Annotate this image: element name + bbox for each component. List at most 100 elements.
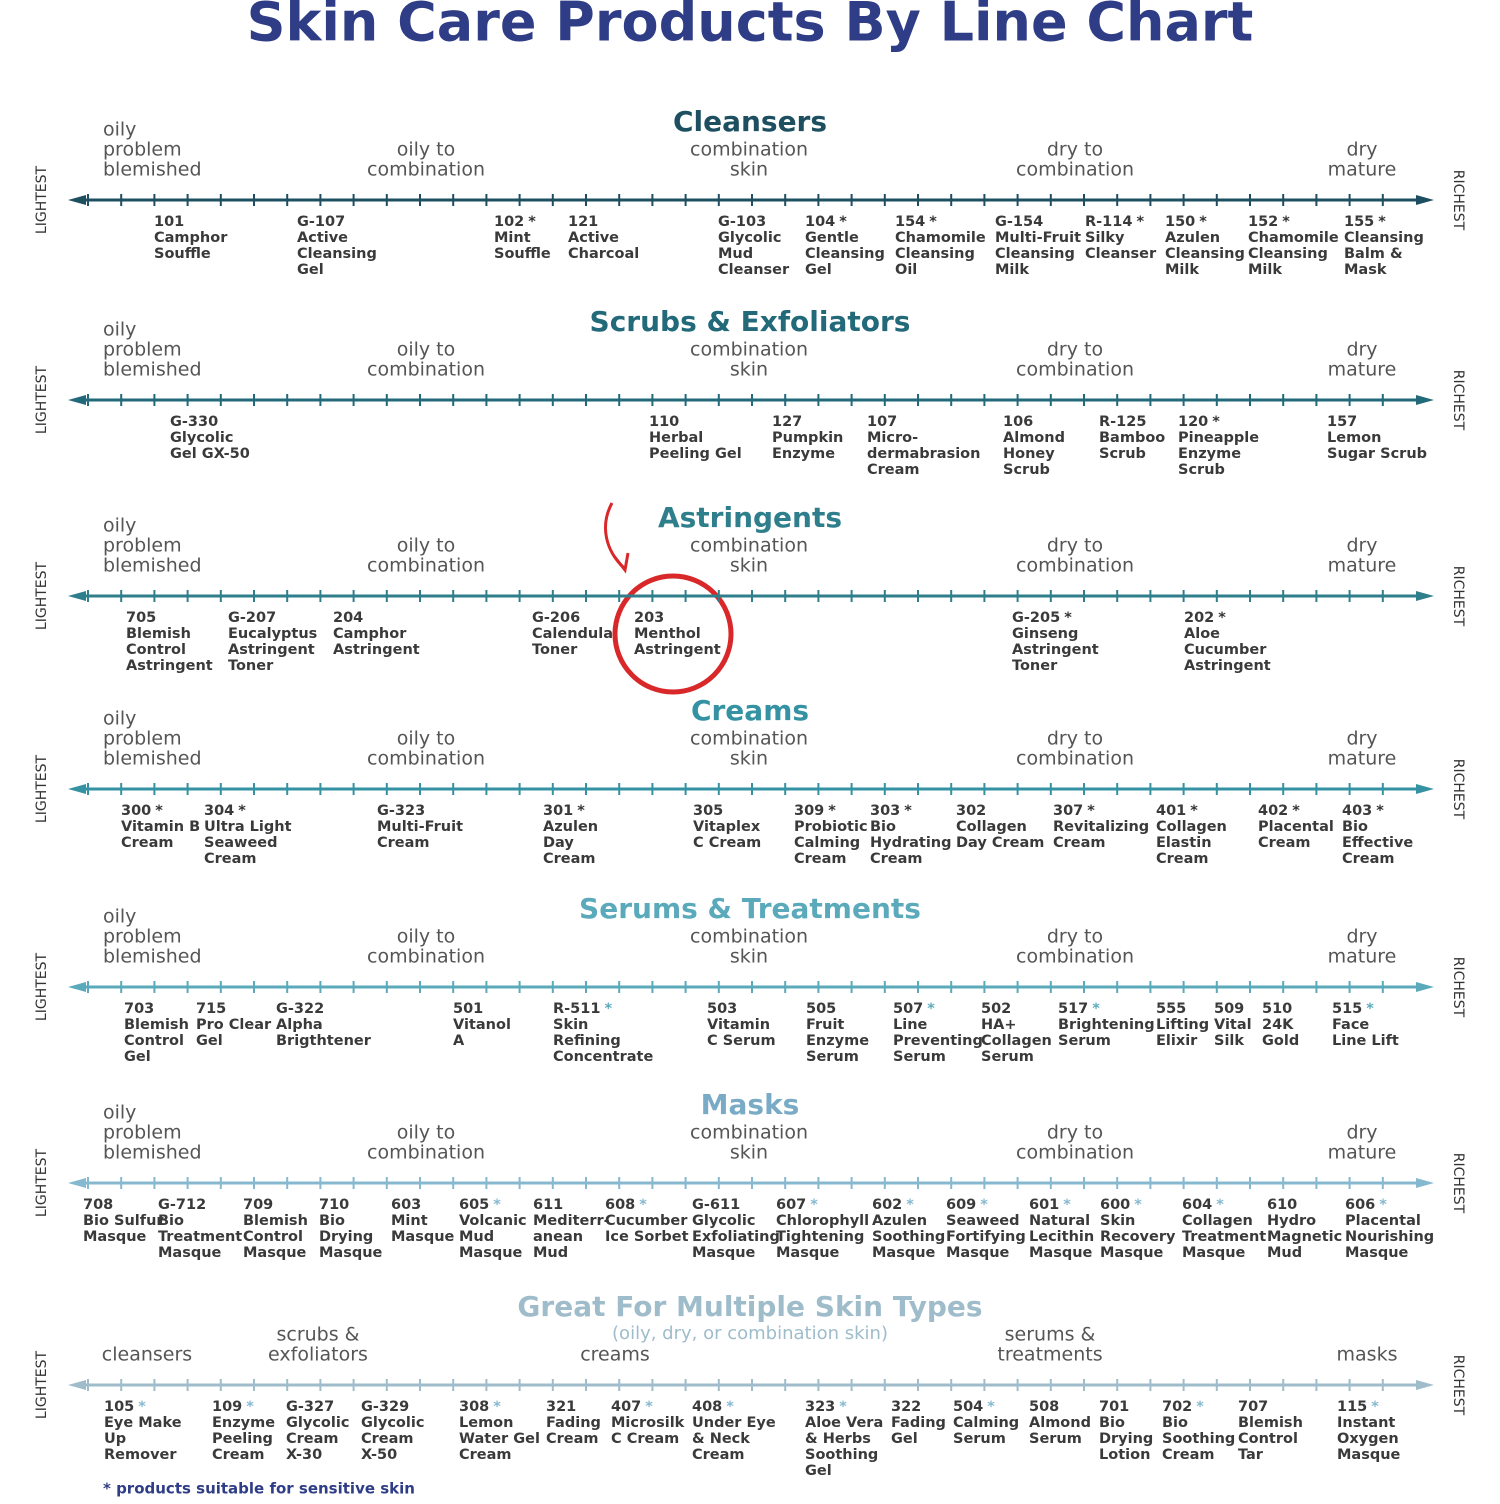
section-title: Creams — [691, 694, 809, 727]
product-code: 601 * — [1029, 1197, 1071, 1213]
sensitive-star: * — [577, 803, 585, 819]
product-code: 110 — [649, 414, 679, 430]
product-name: Cream — [1342, 851, 1395, 867]
product-name: Astringent — [634, 642, 721, 658]
product-code: G-712 — [158, 1197, 206, 1213]
product-code-number: 707 — [1238, 1399, 1268, 1415]
product-name: Lotion — [1099, 1447, 1150, 1463]
product-code-number: 602 — [872, 1197, 902, 1213]
product-name: Masque — [319, 1245, 383, 1261]
axis-end-label: RICHEST — [1450, 759, 1466, 820]
product-code-number: 157 — [1327, 414, 1357, 430]
zone-label: oily — [103, 515, 136, 537]
product-name: Cream — [870, 851, 923, 867]
product-name: Pineapple — [1178, 430, 1259, 446]
product-name: Bio — [1342, 819, 1368, 835]
product-code-number: 603 — [391, 1197, 421, 1213]
product-code: 204 — [333, 610, 363, 626]
product-name: Lecithin — [1029, 1229, 1094, 1245]
product-name: Aloe Vera — [805, 1415, 883, 1431]
product-code: 402 * — [1258, 803, 1300, 819]
product-name: Nourishing — [1345, 1229, 1434, 1245]
product-name: Revitalizing — [1053, 819, 1149, 835]
product-code-number: 109 — [212, 1399, 242, 1415]
product-name: Recovery — [1100, 1229, 1176, 1245]
product-code-number: 309 — [794, 803, 824, 819]
product-name: Effective — [1342, 835, 1413, 851]
sensitive-star: * — [1190, 803, 1198, 819]
product-code: 407 * — [611, 1399, 653, 1415]
zone-label: cleansers — [102, 1344, 192, 1366]
zone-label: skin — [730, 555, 768, 577]
product-name: Collagen — [1182, 1213, 1253, 1229]
product-name: Cleansing — [1165, 246, 1245, 262]
product-name: Camphor — [333, 626, 407, 642]
product-name: 24K — [1262, 1017, 1294, 1033]
product-code: 507 * — [893, 1001, 935, 1017]
section: Great For Multiple Skin Types(oily, dry,… — [34, 1290, 1466, 1479]
product-name: Day — [543, 835, 574, 851]
product-name: Calming — [953, 1415, 1019, 1431]
zone-label: oily — [103, 319, 136, 341]
product-name: Up — [104, 1431, 126, 1447]
product-code-number: 150 — [1165, 214, 1195, 230]
zone-label: problem — [103, 728, 182, 750]
product-code-number: 301 — [543, 803, 573, 819]
product-name: Treatment — [158, 1229, 242, 1245]
product-name: Gel — [891, 1431, 918, 1447]
sensitive-star: * — [1199, 214, 1207, 230]
zone-label: problem — [103, 139, 182, 161]
product-code-number: G-103 — [718, 214, 766, 230]
product-code: G-205 * — [1012, 610, 1072, 626]
product-name: & Herbs — [805, 1431, 871, 1447]
product-name: Fading — [546, 1415, 601, 1431]
product-name: Cream — [361, 1431, 414, 1447]
product-name: Treatment — [1182, 1229, 1266, 1245]
product-name: Toner — [532, 642, 578, 658]
product-code: 701 — [1099, 1399, 1129, 1415]
zone-label: mature — [1328, 1142, 1397, 1164]
product-name: Collagen — [981, 1033, 1052, 1049]
product-name: C Cream — [693, 835, 761, 851]
product-code: 322 — [891, 1399, 921, 1415]
product-name: Ice Sorbet — [605, 1229, 689, 1245]
product-name: Skin — [553, 1017, 588, 1033]
sensitive-star: * — [810, 1197, 818, 1213]
product-name: Cleansing — [895, 246, 975, 262]
product-name: Masque — [1345, 1245, 1409, 1261]
product-code-number: 106 — [1003, 414, 1033, 430]
product-name: Cucumber — [1184, 642, 1267, 658]
zone-label: mature — [1328, 748, 1397, 770]
zone-label: mature — [1328, 159, 1397, 181]
product-name: Serum — [1029, 1431, 1082, 1447]
product-name: Enzyme — [212, 1415, 275, 1431]
product-code: G-330 — [170, 414, 218, 430]
product-name: Vitaplex — [693, 819, 761, 835]
sensitive-star: * — [138, 1399, 146, 1415]
product-name: Sugar Scrub — [1327, 446, 1427, 462]
sensitive-star: * — [1063, 1197, 1071, 1213]
sensitive-star: * — [493, 1197, 501, 1213]
product-code: 504 * — [953, 1399, 995, 1415]
product-code: 155 * — [1344, 214, 1386, 230]
section-subtitle: (oily, dry, or combination skin) — [612, 1323, 888, 1344]
product-code-number: 120 — [1178, 414, 1208, 430]
product-code: 107 — [867, 414, 897, 430]
product-name: Hydrating — [870, 835, 952, 851]
product-code: 152 * — [1248, 214, 1290, 230]
product-code: R-511 * — [553, 1001, 612, 1017]
product-name: Active — [568, 230, 619, 246]
product-name: Probiotic — [794, 819, 868, 835]
product-code: 607 * — [776, 1197, 818, 1213]
product-name: Cream — [377, 835, 430, 851]
product-name: Masque — [1182, 1245, 1246, 1261]
product-name: Oxygen — [1337, 1431, 1399, 1447]
sensitive-star: * — [1196, 1399, 1204, 1415]
product-name: Cream — [459, 1447, 512, 1463]
zone-label: dry — [1346, 535, 1377, 557]
product-code: 707 — [1238, 1399, 1268, 1415]
footnote: * products suitable for sensitive skin — [103, 1480, 415, 1498]
product-code-number: 601 — [1029, 1197, 1059, 1213]
